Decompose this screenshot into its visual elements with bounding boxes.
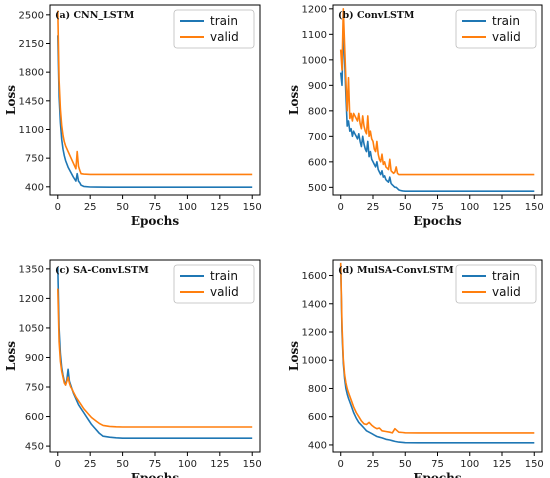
- series-line-train: [339, 25, 535, 192]
- x-tick-label: 25: [84, 202, 97, 213]
- series-line-valid: [339, 262, 535, 434]
- x-axis-label: Epochs: [413, 471, 462, 478]
- y-axis-label: Loss: [287, 85, 301, 115]
- x-tick-label: 125: [210, 202, 229, 213]
- x-tick-label: 75: [149, 459, 162, 470]
- y-tick-label: 1000: [302, 356, 327, 367]
- y-tick-label: 1350: [19, 264, 44, 275]
- y-axis-label: Loss: [287, 341, 301, 371]
- x-axis-label: Epochs: [413, 214, 462, 228]
- legend-box: [173, 264, 255, 304]
- y-tick-label: 1600: [302, 271, 327, 282]
- x-tick-label: 125: [492, 202, 511, 213]
- x-tick-label: 125: [492, 459, 511, 470]
- y-tick-label: 2150: [19, 39, 44, 50]
- y-tick-label: 600: [308, 412, 327, 423]
- x-tick-label: 150: [243, 459, 262, 470]
- series-line-train: [57, 35, 253, 188]
- legend-box: [455, 9, 537, 49]
- y-tick-label: 600: [25, 412, 44, 423]
- x-tick-label: 100: [178, 459, 197, 470]
- legend: train valid: [173, 9, 255, 49]
- legend-label-train: train: [492, 269, 520, 283]
- panel-title: (d) MulSA-ConvLSTM: [338, 265, 454, 276]
- x-tick-label: 150: [525, 202, 544, 213]
- x-tick-label: 150: [525, 459, 544, 470]
- legend-label-valid: valid: [492, 30, 521, 44]
- y-tick-label: 1200: [302, 328, 327, 339]
- x-tick-label: 75: [149, 202, 162, 213]
- y-tick-label: 750: [25, 383, 44, 394]
- x-tick-label: 25: [84, 459, 97, 470]
- chart-panel: 0 25 50 75 100 125 150 450 600 750 900 1050 1200 1350…: [4, 259, 262, 478]
- legend-label-train: train: [210, 269, 238, 283]
- x-tick-label: 100: [460, 202, 479, 213]
- x-tick-label: 150: [243, 202, 262, 213]
- y-tick-label: 2500: [19, 10, 44, 21]
- y-tick-label: 1100: [302, 30, 327, 41]
- y-tick-label: 900: [308, 81, 327, 92]
- x-tick-label: 125: [210, 459, 229, 470]
- legend-label-train: train: [492, 14, 520, 28]
- series-line-valid: [57, 288, 253, 428]
- legend: train valid: [173, 264, 255, 304]
- panel-title: (a) CNN_LSTM: [55, 10, 135, 21]
- x-tick-label: 50: [399, 202, 412, 213]
- series-line-valid: [57, 10, 253, 176]
- x-axis-label: Epochs: [131, 471, 180, 478]
- y-tick-label: 400: [308, 440, 327, 451]
- y-tick-label: 1800: [19, 68, 44, 79]
- x-tick-label: 50: [116, 459, 129, 470]
- series-line-train: [339, 264, 535, 444]
- legend-label-valid: valid: [492, 285, 521, 299]
- x-tick-label: 0: [338, 202, 344, 213]
- x-tick-label: 25: [367, 459, 380, 470]
- panel-title: (b) ConvLSTM: [338, 10, 415, 21]
- legend-label-valid: valid: [210, 285, 239, 299]
- y-tick-label: 1450: [19, 96, 44, 107]
- legend: train valid: [455, 264, 537, 304]
- legend: train valid: [455, 9, 537, 49]
- y-tick-label: 1200: [19, 294, 44, 305]
- y-tick-label: 1050: [19, 323, 44, 334]
- y-tick-label: 400: [25, 182, 44, 193]
- x-tick-label: 0: [338, 459, 344, 470]
- chart-panel: 0 25 50 75 100 125 150 400 600 800 1000 1200 1400 160…: [287, 259, 544, 478]
- chart-panel: 0 25 50 75 100 125 150 500 600 700 800 900 1000 1100 1…: [287, 4, 544, 228]
- y-tick-label: 1100: [19, 125, 44, 136]
- y-tick-label: 900: [25, 353, 44, 364]
- y-axis-label: Loss: [4, 85, 18, 115]
- chart-panel: 0 25 50 75 100 125 150 400 750 1100 1450 1800 2150 25…: [4, 4, 262, 228]
- y-axis-label: Loss: [4, 341, 18, 371]
- y-tick-label: 1400: [302, 299, 327, 310]
- series-line-valid: [339, 8, 535, 176]
- y-tick-label: 450: [25, 442, 44, 453]
- legend-box: [173, 9, 255, 49]
- y-tick-label: 1200: [302, 4, 327, 15]
- x-tick-label: 75: [431, 459, 444, 470]
- y-tick-label: 600: [308, 157, 327, 168]
- panel-title: (c) SA-ConvLSTM: [55, 265, 149, 276]
- x-tick-label: 25: [367, 202, 380, 213]
- x-tick-label: 75: [431, 202, 444, 213]
- y-tick-label: 700: [308, 132, 327, 143]
- legend-label-valid: valid: [210, 30, 239, 44]
- x-tick-label: 100: [460, 459, 479, 470]
- x-tick-label: 50: [116, 202, 129, 213]
- x-tick-label: 0: [55, 459, 61, 470]
- x-axis-label: Epochs: [131, 214, 180, 228]
- y-tick-label: 800: [308, 106, 327, 117]
- legend-label-train: train: [210, 14, 238, 28]
- x-tick-label: 0: [55, 202, 61, 213]
- y-tick-label: 1000: [302, 55, 327, 66]
- x-tick-label: 100: [178, 202, 197, 213]
- y-tick-label: 500: [308, 183, 327, 194]
- legend-box: [455, 264, 537, 304]
- x-tick-label: 50: [399, 459, 412, 470]
- y-tick-label: 750: [25, 154, 44, 165]
- y-tick-label: 800: [308, 384, 327, 395]
